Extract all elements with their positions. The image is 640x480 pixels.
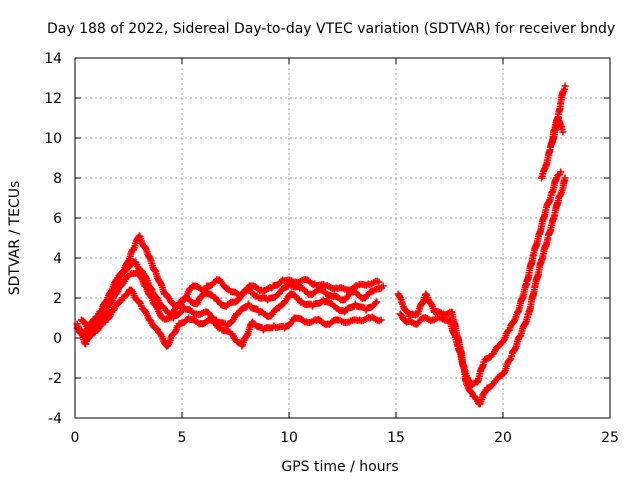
series-track-8 bbox=[548, 114, 567, 146]
chart-title: Day 188 of 2022, Sidereal Day-to-day VTE… bbox=[47, 21, 615, 37]
data-point bbox=[371, 299, 379, 307]
grid bbox=[75, 58, 610, 418]
x-tick-label: 25 bbox=[601, 430, 619, 446]
y-tick-label: 2 bbox=[53, 291, 62, 307]
y-tick-label: 0 bbox=[53, 331, 62, 347]
data-point bbox=[377, 316, 385, 324]
data-point bbox=[189, 309, 197, 317]
plot-frame bbox=[74, 57, 611, 419]
x-axis-title: GPS time / hours bbox=[281, 459, 398, 475]
x-tick-label: 20 bbox=[494, 430, 512, 446]
data-point bbox=[467, 388, 475, 396]
y-tick-label: 10 bbox=[44, 131, 62, 147]
data-point bbox=[557, 168, 565, 176]
data-point bbox=[559, 128, 567, 136]
data-point bbox=[116, 298, 124, 306]
data-point bbox=[379, 282, 387, 290]
y-tick-label: 14 bbox=[44, 51, 62, 67]
data-point bbox=[561, 174, 569, 182]
y-tick-label: -4 bbox=[48, 411, 62, 427]
y-tick-label: -2 bbox=[48, 371, 62, 387]
y-tick-label: 12 bbox=[44, 91, 62, 107]
data-point bbox=[561, 82, 569, 90]
x-tick-label: 5 bbox=[178, 430, 187, 446]
data-point bbox=[136, 298, 144, 306]
y-tick-label: 6 bbox=[53, 211, 62, 227]
y-tick-label: 8 bbox=[53, 171, 62, 187]
series-track-4 bbox=[75, 286, 385, 350]
x-tick-label: 0 bbox=[71, 430, 80, 446]
series-track-3 bbox=[77, 232, 383, 334]
y-tick-label: 4 bbox=[53, 251, 62, 267]
data-point bbox=[396, 310, 404, 318]
data-point bbox=[375, 278, 383, 286]
x-tick-label: 15 bbox=[387, 430, 405, 446]
data-marks bbox=[73, 82, 569, 408]
data-point bbox=[373, 298, 381, 306]
x-tick-label: 10 bbox=[280, 430, 298, 446]
series-track-6 bbox=[396, 168, 565, 390]
y-axis-title: SDTVAR / TECUs bbox=[7, 181, 23, 296]
